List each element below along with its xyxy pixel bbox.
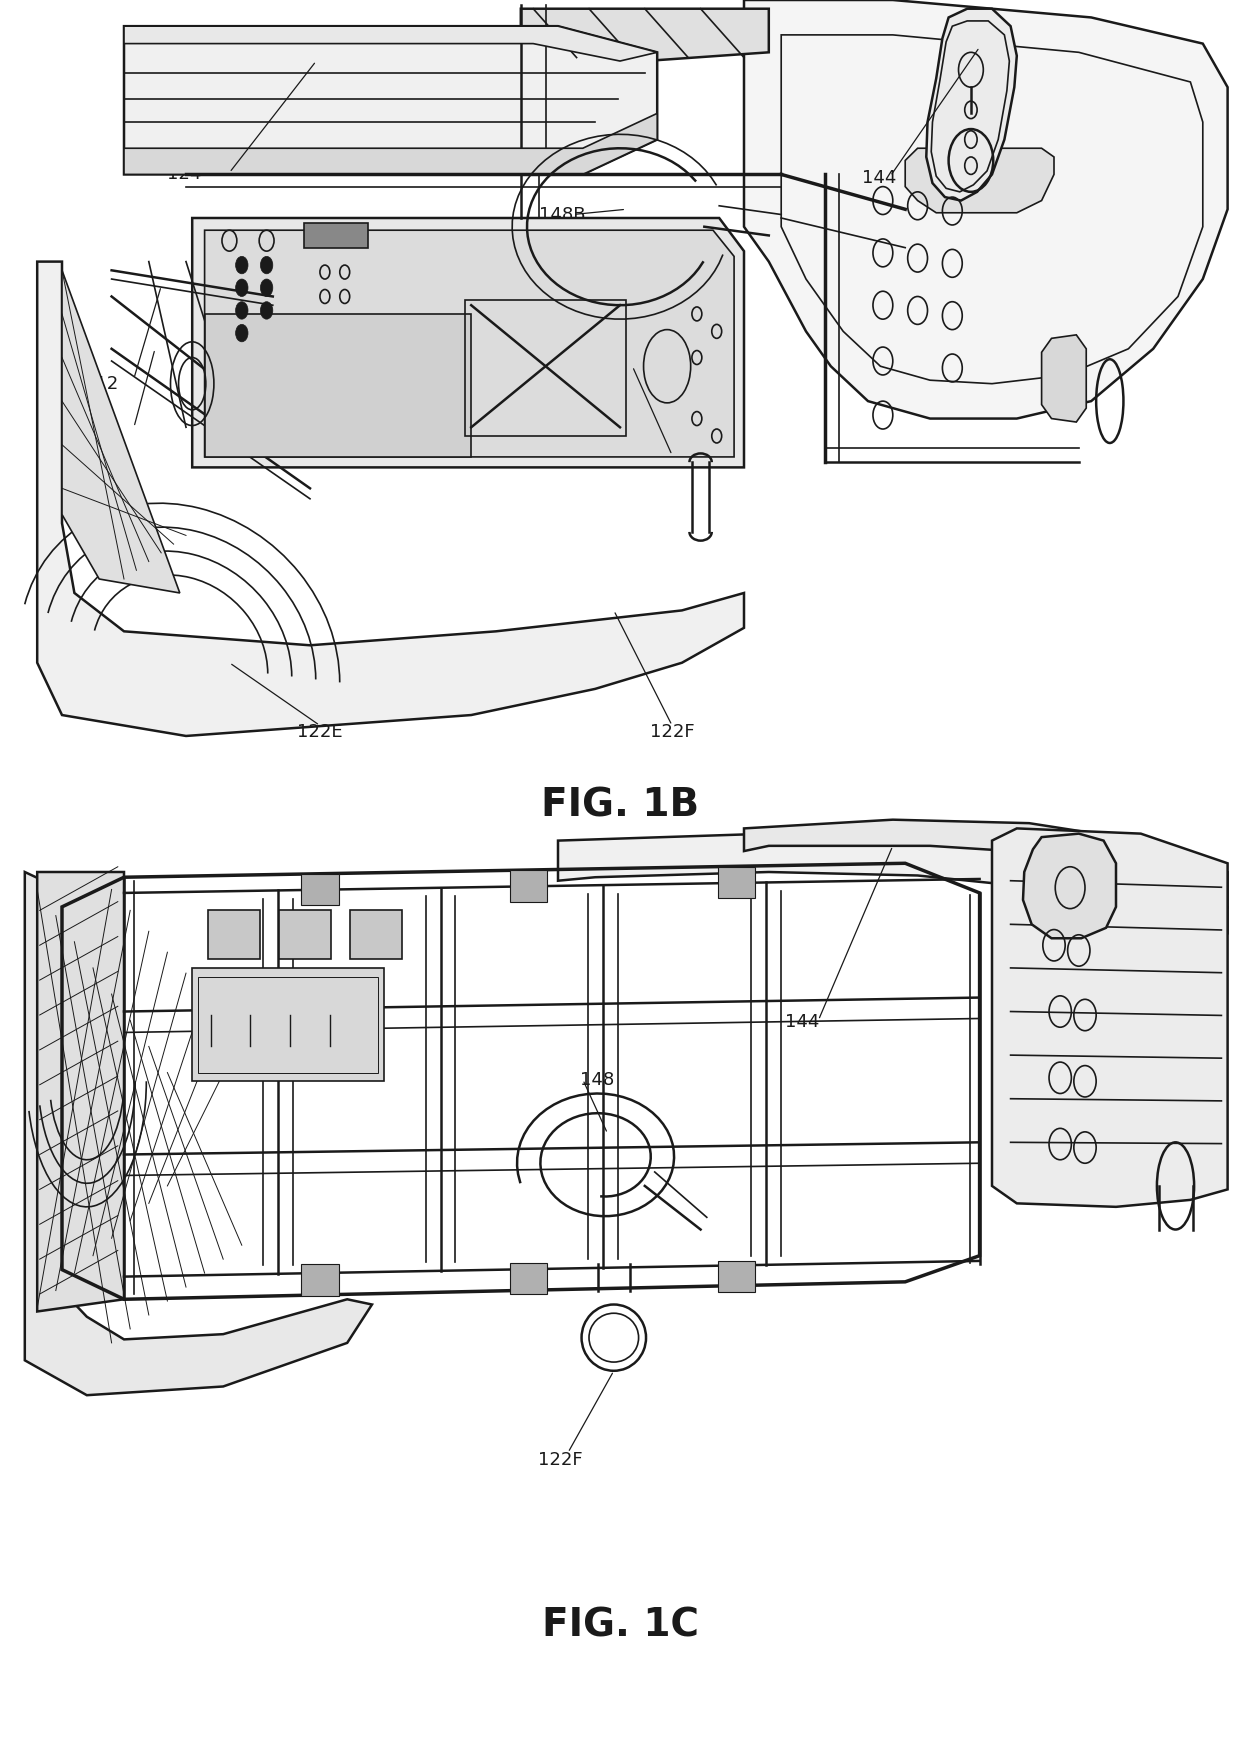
Polygon shape [905, 148, 1054, 213]
Polygon shape [37, 872, 124, 1311]
Circle shape [236, 279, 248, 296]
Polygon shape [521, 9, 769, 61]
Bar [350, 910, 402, 959]
Text: 144: 144 [785, 1013, 820, 1031]
Polygon shape [124, 113, 657, 174]
Circle shape [260, 279, 273, 296]
Text: 122F: 122F [538, 1451, 583, 1468]
Text: 124: 124 [167, 166, 202, 183]
Bar [279, 910, 331, 959]
Polygon shape [558, 834, 1228, 933]
Bar [192, 968, 384, 1081]
Bar [510, 1263, 547, 1294]
Text: 148: 148 [580, 1071, 615, 1088]
Text: 112: 112 [84, 375, 119, 392]
Polygon shape [926, 9, 1017, 201]
Polygon shape [1023, 834, 1116, 938]
Bar [304, 223, 368, 248]
Circle shape [236, 324, 248, 342]
Polygon shape [124, 26, 657, 174]
Bar [301, 1264, 339, 1296]
Text: FIG. 1C: FIG. 1C [542, 1606, 698, 1645]
Polygon shape [62, 270, 180, 593]
Circle shape [260, 256, 273, 274]
Polygon shape [1042, 335, 1086, 422]
Circle shape [260, 302, 273, 319]
Text: 122E: 122E [298, 724, 342, 741]
Text: 144: 144 [862, 169, 897, 187]
Polygon shape [205, 314, 471, 457]
Circle shape [236, 302, 248, 319]
Polygon shape [192, 218, 744, 467]
Bar [718, 1261, 755, 1292]
Text: 148B: 148B [539, 206, 585, 223]
Bar [198, 977, 378, 1073]
Polygon shape [25, 872, 372, 1395]
Bar [465, 300, 626, 436]
Bar [301, 874, 339, 905]
Text: 120: 120 [84, 424, 119, 441]
Bar [718, 867, 755, 898]
Polygon shape [205, 230, 734, 457]
Polygon shape [744, 820, 1228, 907]
Text: 122F: 122F [650, 724, 694, 741]
Polygon shape [992, 828, 1228, 1207]
Polygon shape [124, 26, 657, 61]
Polygon shape [744, 0, 1228, 419]
Bar [208, 910, 260, 959]
Polygon shape [37, 262, 744, 736]
Bar [510, 870, 547, 902]
Circle shape [236, 256, 248, 274]
Text: FIG. 1B: FIG. 1B [541, 787, 699, 825]
Text: 148A: 148A [676, 452, 723, 469]
